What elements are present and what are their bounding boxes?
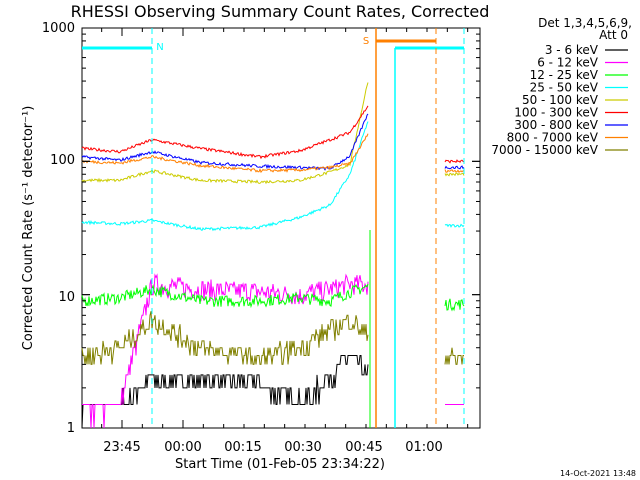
series-line xyxy=(444,223,465,228)
legend-label: 100 - 300 keV xyxy=(514,106,598,120)
x-tick-label: 23:45 xyxy=(103,440,140,455)
legend-label: 50 - 100 keV xyxy=(522,93,599,107)
axes-layer xyxy=(82,27,480,429)
legend-label: 800 - 7000 keV xyxy=(507,131,599,145)
x-tick-label: 00:45 xyxy=(345,440,382,455)
series-line xyxy=(81,283,369,309)
y-tick-labels: 1 10 100 1000 xyxy=(42,21,75,436)
x-tick-label: 00:15 xyxy=(224,440,261,455)
legend-label: 25 - 50 keV xyxy=(530,81,599,95)
y-tick-label: 100 xyxy=(50,153,75,168)
series-line xyxy=(444,165,465,170)
legend-header: Att 0 xyxy=(599,28,628,42)
flag-label-s: S xyxy=(363,36,369,47)
series-line xyxy=(444,347,464,365)
series-line xyxy=(82,273,369,429)
legend-label: 12 - 25 keV xyxy=(530,68,599,82)
x-axis-label: Start Time (01-Feb-05 23:34:22) xyxy=(175,457,385,472)
series-line xyxy=(444,159,465,164)
chart-title: RHESSI Observing Summary Count Rates, Co… xyxy=(71,2,490,21)
y-tick-label: 1 xyxy=(67,421,75,436)
x-tick-label: 00:00 xyxy=(164,440,201,455)
series-line xyxy=(444,298,465,312)
footer-timestamp: 14-Oct-2021 13:48 xyxy=(560,469,636,478)
legend-label: 3 - 6 keV xyxy=(545,43,599,57)
flag-label-n: N xyxy=(156,42,163,53)
series-line xyxy=(81,355,369,429)
legend-header: Det 1,3,4,5,6,9, xyxy=(538,16,632,30)
legend-label: 300 - 800 keV xyxy=(514,118,598,132)
y-tick-label: 1000 xyxy=(42,21,75,36)
x-tick-labels: 23:45 00:00 00:15 00:30 00:45 01:00 xyxy=(103,440,442,455)
series-line xyxy=(81,105,369,160)
x-tick-label: 01:00 xyxy=(405,440,442,455)
y-axis-label: Corrected Count Rate (s⁻¹ detector⁻¹) xyxy=(21,106,36,351)
legend-label: 6 - 12 keV xyxy=(537,56,599,70)
plot-frame xyxy=(81,27,481,429)
legend-label: 7000 - 15000 keV xyxy=(491,143,598,157)
series-line xyxy=(444,169,465,173)
series-line xyxy=(81,311,369,365)
x-tick-label: 00:30 xyxy=(284,440,321,455)
series-line xyxy=(81,121,369,232)
data-layer xyxy=(81,82,465,429)
series-line xyxy=(81,133,369,174)
series-line xyxy=(444,172,465,177)
series-line xyxy=(81,82,369,185)
y-tick-label: 10 xyxy=(58,290,75,305)
